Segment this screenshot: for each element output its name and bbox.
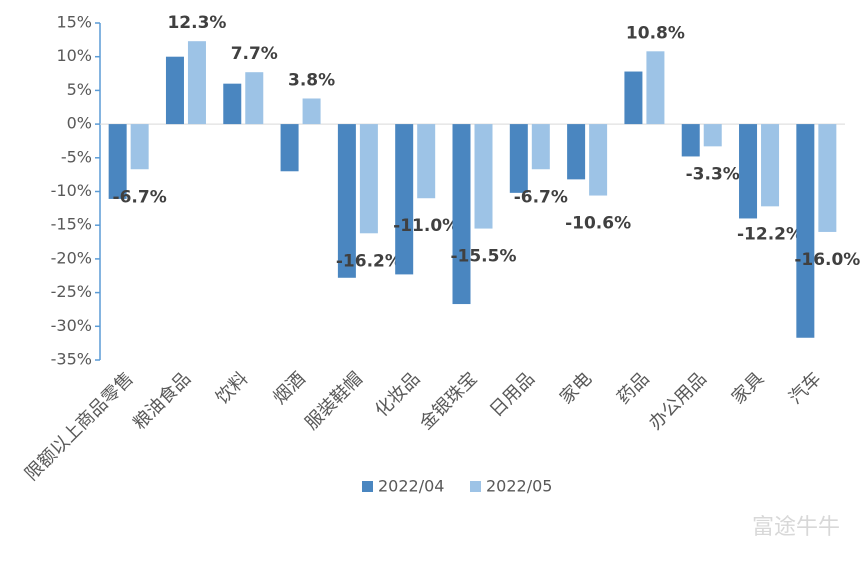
legend-label: 2022/05 — [486, 477, 552, 496]
data-label: -12.2% — [737, 224, 803, 244]
legend-swatch — [362, 481, 373, 492]
bar — [567, 124, 586, 180]
legend-swatch — [470, 481, 481, 492]
bar — [796, 124, 815, 338]
x-tick-label: 化妆品 — [371, 368, 424, 421]
data-label: -16.0% — [794, 250, 860, 270]
bar — [452, 124, 471, 305]
legend-label: 2022/04 — [378, 477, 444, 496]
x-tick-label: 家具 — [728, 368, 768, 408]
bar — [187, 41, 206, 125]
x-tick-label: 汽车 — [785, 368, 825, 408]
bar — [761, 124, 780, 207]
bar — [509, 124, 528, 193]
y-tick-label: 10% — [56, 46, 92, 65]
y-tick-label: -35% — [51, 350, 92, 369]
x-tick-label: 日用品 — [486, 368, 539, 421]
watermark: 富途牛牛 — [752, 515, 840, 540]
bar — [395, 124, 414, 275]
data-label: 7.7% — [231, 44, 278, 64]
bar — [739, 124, 758, 219]
bar — [417, 124, 436, 199]
data-label: -15.5% — [450, 247, 516, 267]
data-label: 10.8% — [626, 23, 685, 43]
y-tick-label: -20% — [51, 248, 92, 267]
x-tick-label: 药品 — [613, 368, 653, 408]
x-tick-label: 限额以上商品零售 — [21, 368, 138, 485]
bar — [359, 124, 378, 234]
x-tick-label: 烟酒 — [269, 368, 309, 408]
bar — [703, 124, 722, 147]
bar — [245, 72, 264, 125]
data-label: -6.7% — [514, 187, 568, 207]
bar — [223, 83, 242, 125]
x-tick-label: 金银珠宝 — [416, 368, 482, 434]
x-tick-label: 粮油食品 — [129, 368, 195, 434]
y-tick-label: -30% — [51, 316, 92, 335]
data-label: -3.3% — [686, 164, 740, 184]
data-label: 12.3% — [167, 13, 226, 33]
data-label: 3.8% — [288, 70, 335, 90]
y-tick-label: 0% — [67, 114, 92, 133]
x-tick-label: 饮料 — [212, 368, 252, 408]
data-label: -11.0% — [393, 216, 459, 236]
data-label: -6.7% — [113, 187, 167, 207]
bar — [681, 124, 700, 157]
bar — [624, 71, 643, 125]
y-tick-label: -25% — [51, 282, 92, 301]
bar — [474, 124, 493, 229]
bar — [818, 124, 837, 232]
y-tick-label: -10% — [51, 181, 92, 200]
x-tick-label: 办公用品 — [645, 368, 711, 434]
bar — [531, 124, 550, 170]
y-tick-label: 15% — [56, 13, 92, 32]
y-tick-label: -15% — [51, 215, 92, 234]
x-tick-label: 服装鞋帽 — [301, 368, 367, 434]
bar — [589, 124, 608, 196]
data-label: -10.6% — [565, 214, 631, 234]
bar — [302, 98, 321, 125]
y-tick-label: -5% — [61, 147, 92, 166]
bar — [280, 124, 299, 172]
data-label: -16.2% — [336, 251, 402, 271]
x-tick-label: 家电 — [556, 368, 596, 408]
bar — [646, 51, 665, 125]
bar — [130, 124, 149, 170]
bar — [337, 124, 356, 278]
y-tick-label: 5% — [67, 80, 92, 99]
bar — [108, 124, 127, 199]
bar — [165, 56, 184, 125]
